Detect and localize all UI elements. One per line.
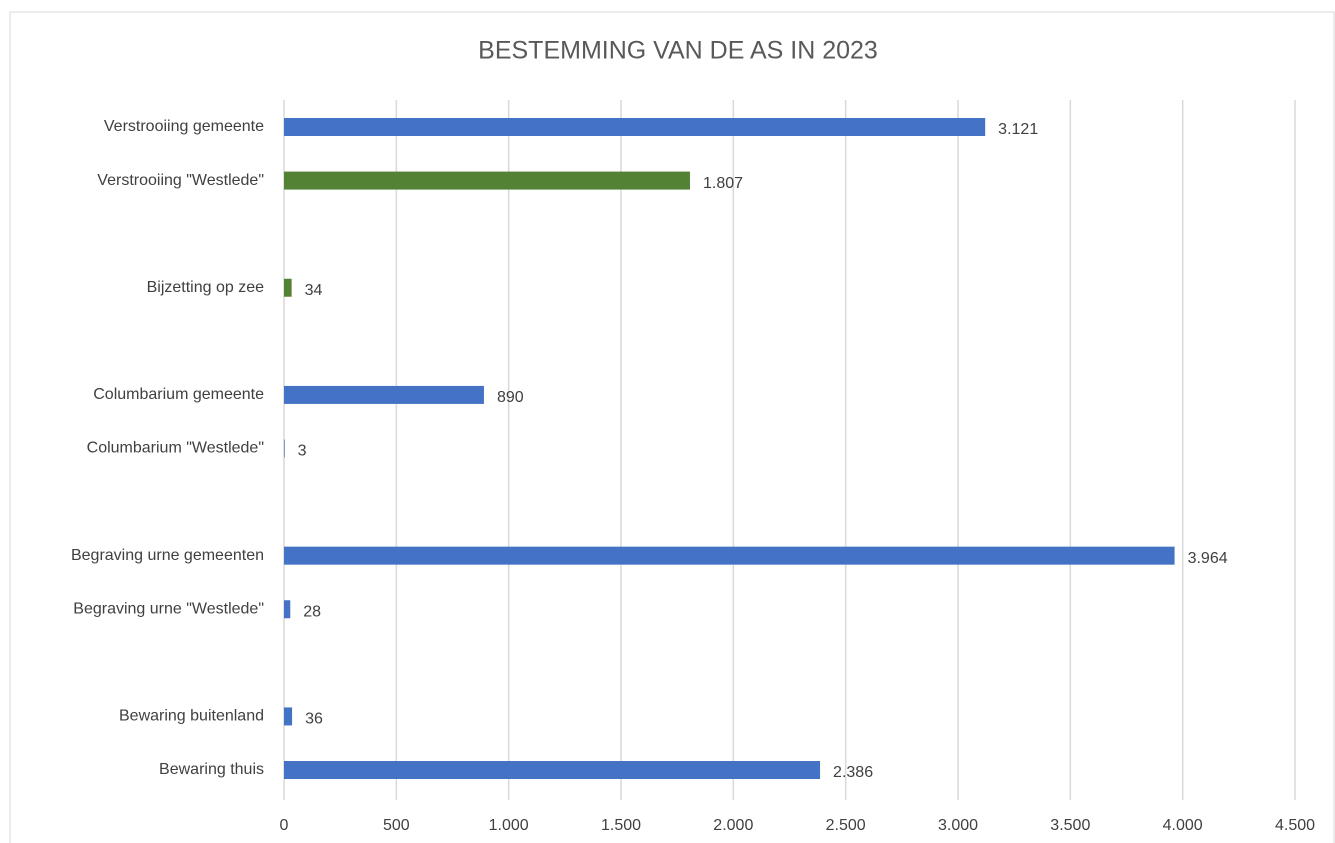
bar [284,385,484,404]
value-label: 890 [497,389,524,406]
value-label: 36 [305,711,323,728]
x-tick-label: 4.000 [1163,817,1203,834]
x-tick-label: 1.000 [489,817,529,834]
y-tick-label: Begraving urne gemeenten [71,547,264,564]
x-tick-label: 2.500 [826,817,866,834]
y-tick-label: Bewaring thuis [159,761,264,778]
x-tick-label: 1.500 [601,817,641,834]
y-tick-label: Columbarium gemeente [93,386,264,403]
x-tick-label: 3.000 [938,817,978,834]
bar [284,546,1175,565]
value-label: 34 [305,282,323,299]
bar [284,171,690,190]
value-label: 28 [303,603,321,620]
y-tick-label: Bijzetting op zee [147,279,265,296]
y-tick-label: Verstrooiing "Westlede" [97,172,264,189]
bar [284,707,293,726]
y-tick-label: Bewaring buitenland [119,708,264,725]
x-tick-label: 2.000 [713,817,753,834]
y-tick-label: Verstrooiing gemeente [104,118,264,135]
x-tick-label: 3.500 [1050,817,1090,834]
chart-title: BESTEMMING VAN DE AS IN 2023 [478,37,878,65]
value-label: 1.807 [703,175,743,192]
x-tick-label: 0 [280,817,289,834]
x-tick-label: 500 [383,817,410,834]
x-tick-label: 4.500 [1275,817,1315,834]
bar [284,761,821,779]
y-tick-label: Begraving urne "Westlede" [73,600,264,617]
bar [284,600,291,619]
chart-border [9,11,1335,843]
bar [284,278,292,297]
value-label: 2.386 [833,764,873,781]
y-tick-label: Columbarium "Westlede" [87,440,264,457]
bar [284,118,986,136]
bar [284,439,285,458]
value-label: 3.964 [1188,550,1228,567]
value-label: 3.121 [998,121,1038,138]
value-label: 3 [298,443,307,460]
